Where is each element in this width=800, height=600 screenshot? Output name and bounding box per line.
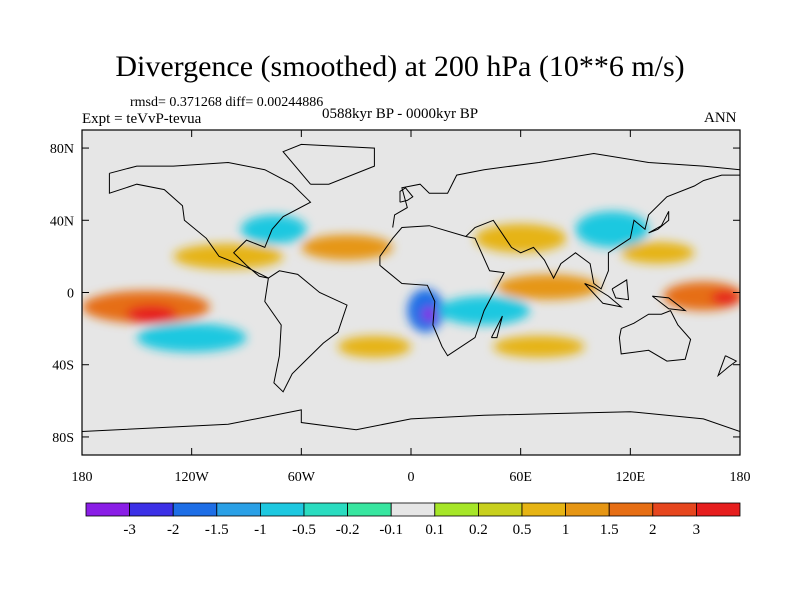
lon-tick-label-0: 180 bbox=[72, 470, 93, 485]
colorbar-swatch-8 bbox=[434, 502, 479, 517]
lat-tick-label-2: 0 bbox=[67, 287, 74, 302]
colorbar-label-1: -2 bbox=[167, 522, 180, 538]
coastline-1 bbox=[264, 270, 348, 393]
coastline-12 bbox=[651, 295, 687, 312]
colorbar-swatch-13 bbox=[652, 502, 697, 517]
coastline-8 bbox=[282, 143, 375, 185]
colorbar-label-8: 0.2 bbox=[469, 522, 488, 538]
coastline-0 bbox=[108, 161, 312, 279]
season-label: ANN bbox=[704, 110, 737, 126]
coastline-3 bbox=[392, 152, 740, 228]
coastlines bbox=[82, 143, 740, 432]
field-blob-6 bbox=[173, 243, 284, 270]
lon-tick-label-1: 120W bbox=[175, 470, 210, 485]
coastline-13 bbox=[490, 315, 503, 339]
colorbar-swatch-1 bbox=[129, 502, 174, 517]
colorbar-label-5: -0.2 bbox=[336, 522, 360, 538]
field-blob-3 bbox=[710, 290, 740, 306]
stats-text: rmsd= 0.371268 diff= 0.00244886 bbox=[130, 95, 324, 110]
colorbar-swatch-14 bbox=[696, 502, 741, 517]
map-background bbox=[82, 130, 740, 455]
field-blob-1 bbox=[125, 305, 178, 324]
colorbar-label-0: -3 bbox=[123, 522, 136, 538]
lon-tick-label-3: 0 bbox=[408, 470, 415, 485]
coastline-10 bbox=[611, 279, 630, 301]
colorbar: -3 -2 -1.5 -1 -0.5 -0.2 -0.1 0.1 0.2 0.5 1 1.5 2 3 bbox=[85, 502, 741, 538]
field-blob-13 bbox=[575, 211, 649, 248]
lat-tick-label-0: 80N bbox=[50, 142, 74, 157]
colorbar-swatch-12 bbox=[608, 502, 654, 517]
coastline-7 bbox=[82, 409, 740, 432]
lon-tick-label-4: 60E bbox=[509, 470, 532, 485]
lat-tick-label-3: 40S bbox=[52, 359, 74, 374]
field-blob-15 bbox=[337, 335, 412, 358]
colorbar-label-4: -0.5 bbox=[292, 522, 316, 538]
colorbar-swatch-4 bbox=[259, 502, 305, 517]
field-blob-9 bbox=[621, 241, 695, 264]
colorbar-swatch-11 bbox=[565, 502, 610, 517]
field-blob-10 bbox=[474, 223, 567, 253]
lat-tick-label-4: 80S bbox=[52, 431, 74, 446]
field-blob-16 bbox=[493, 335, 585, 358]
field-blob-11 bbox=[136, 323, 247, 353]
colorbar-swatch-10 bbox=[521, 502, 566, 517]
lon-tick-label-5: 120E bbox=[616, 470, 646, 485]
colorbar-label-7: 0.1 bbox=[425, 522, 444, 538]
coastline-4 bbox=[465, 174, 740, 290]
field-blob-5 bbox=[421, 306, 437, 322]
colorbar-label-3: -1 bbox=[254, 522, 267, 538]
field-blob-7 bbox=[301, 234, 393, 260]
colorbar-label-11: 1.5 bbox=[600, 522, 619, 538]
colorbar-label-12: 2 bbox=[649, 522, 657, 538]
colorbar-swatch-2 bbox=[172, 502, 218, 517]
coastline-14 bbox=[399, 187, 414, 203]
experiment-label: Expt = teVvP-tevua bbox=[82, 111, 202, 127]
axis-ticks: 180 120W 60W 0 60E 120E 180 80N 40N 0 40S 80S bbox=[50, 130, 751, 485]
coastline-5 bbox=[618, 309, 692, 362]
lon-tick-label-2: 60W bbox=[288, 470, 316, 485]
coastline-9 bbox=[584, 283, 623, 308]
colorbar-swatch-5 bbox=[303, 502, 348, 517]
colorbar-swatch-0 bbox=[85, 502, 130, 517]
field-blob-14 bbox=[241, 214, 307, 244]
lat-tick-label-1: 40N bbox=[50, 214, 74, 229]
period-label: 0588kyr BP - 0000kyr BP bbox=[322, 106, 479, 122]
colorbar-label-9: 0.5 bbox=[513, 522, 532, 538]
colorbar-label-10: 1 bbox=[562, 522, 570, 538]
coastline-11 bbox=[648, 211, 670, 234]
chart-title: Divergence (smoothed) at 200 hPa (10**6 … bbox=[115, 50, 685, 83]
colorbar-swatch-6 bbox=[347, 502, 392, 517]
lon-tick-label-6: 180 bbox=[730, 470, 751, 485]
coastline-2 bbox=[379, 225, 505, 357]
coastline-6 bbox=[716, 355, 738, 378]
colorbar-swatch-7 bbox=[390, 502, 436, 517]
colorbar-swatch-9 bbox=[477, 502, 523, 517]
field-blob-8 bbox=[496, 274, 600, 300]
colorbar-label-13: 3 bbox=[693, 522, 701, 538]
divergence-field bbox=[82, 211, 740, 358]
colorbar-label-6: -0.1 bbox=[379, 522, 403, 538]
colorbar-swatch-3 bbox=[216, 502, 261, 517]
colorbar-label-2: -1.5 bbox=[205, 522, 229, 538]
